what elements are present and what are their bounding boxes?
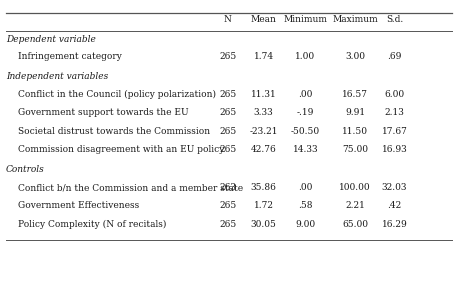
Text: Minimum: Minimum	[283, 15, 327, 24]
Text: 265: 265	[219, 145, 237, 154]
Text: -.19: -.19	[297, 109, 314, 117]
Text: 16.29: 16.29	[382, 220, 408, 229]
Text: -50.50: -50.50	[291, 127, 320, 136]
Text: 35.86: 35.86	[251, 183, 276, 192]
Text: 42.76: 42.76	[251, 145, 276, 154]
Text: 9.00: 9.00	[296, 220, 316, 229]
Text: 75.00: 75.00	[342, 145, 368, 154]
Text: 30.05: 30.05	[251, 220, 276, 229]
Text: 1.72: 1.72	[254, 201, 274, 210]
Text: 3.33: 3.33	[254, 109, 274, 117]
Text: 1.74: 1.74	[254, 52, 274, 61]
Text: 265: 265	[219, 127, 237, 136]
Text: Infringement category: Infringement category	[18, 52, 121, 61]
Text: Policy Complexity (N of recitals): Policy Complexity (N of recitals)	[18, 220, 166, 229]
Text: .00: .00	[298, 183, 312, 192]
Text: 3.00: 3.00	[345, 52, 365, 61]
Text: 14.33: 14.33	[293, 145, 318, 154]
Text: .58: .58	[298, 201, 313, 210]
Text: Independent variables: Independent variables	[6, 72, 108, 81]
Text: .42: .42	[388, 201, 402, 210]
Text: 2.13: 2.13	[385, 109, 404, 117]
Text: Conflict in the Council (policy polarization): Conflict in the Council (policy polariza…	[18, 90, 216, 99]
Text: 16.57: 16.57	[342, 90, 368, 99]
Text: 11.31: 11.31	[251, 90, 276, 99]
Text: S.d.: S.d.	[386, 15, 403, 24]
Text: N: N	[224, 15, 232, 24]
Text: 265: 265	[219, 109, 237, 117]
Text: 265: 265	[219, 201, 237, 210]
Text: Maximum: Maximum	[332, 15, 378, 24]
Text: 265: 265	[219, 220, 237, 229]
Text: 65.00: 65.00	[342, 220, 368, 229]
Text: 100.00: 100.00	[340, 183, 371, 192]
Text: Conflict b/n the Commission and a member state: Conflict b/n the Commission and a member…	[18, 183, 243, 192]
Text: 16.93: 16.93	[382, 145, 408, 154]
Text: Government support towards the EU: Government support towards the EU	[18, 109, 188, 117]
Text: 265: 265	[219, 52, 237, 61]
Text: .69: .69	[388, 52, 402, 61]
Text: 11.50: 11.50	[342, 127, 368, 136]
Text: Societal distrust towards the Commission: Societal distrust towards the Commission	[18, 127, 210, 136]
Text: 9.91: 9.91	[345, 109, 365, 117]
Text: 17.67: 17.67	[382, 127, 408, 136]
Text: 6.00: 6.00	[384, 90, 404, 99]
Text: 2.21: 2.21	[345, 201, 365, 210]
Text: 265: 265	[219, 90, 237, 99]
Text: Commission disagreement with an EU policy: Commission disagreement with an EU polic…	[18, 145, 224, 154]
Text: 32.03: 32.03	[382, 183, 407, 192]
Text: Mean: Mean	[251, 15, 276, 24]
Text: 263: 263	[219, 183, 236, 192]
Text: .00: .00	[298, 90, 312, 99]
Text: Dependent variable: Dependent variable	[6, 35, 96, 44]
Text: Government Effectiveness: Government Effectiveness	[18, 201, 139, 210]
Text: Controls: Controls	[6, 166, 45, 175]
Text: 1.00: 1.00	[296, 52, 316, 61]
Text: -23.21: -23.21	[249, 127, 278, 136]
